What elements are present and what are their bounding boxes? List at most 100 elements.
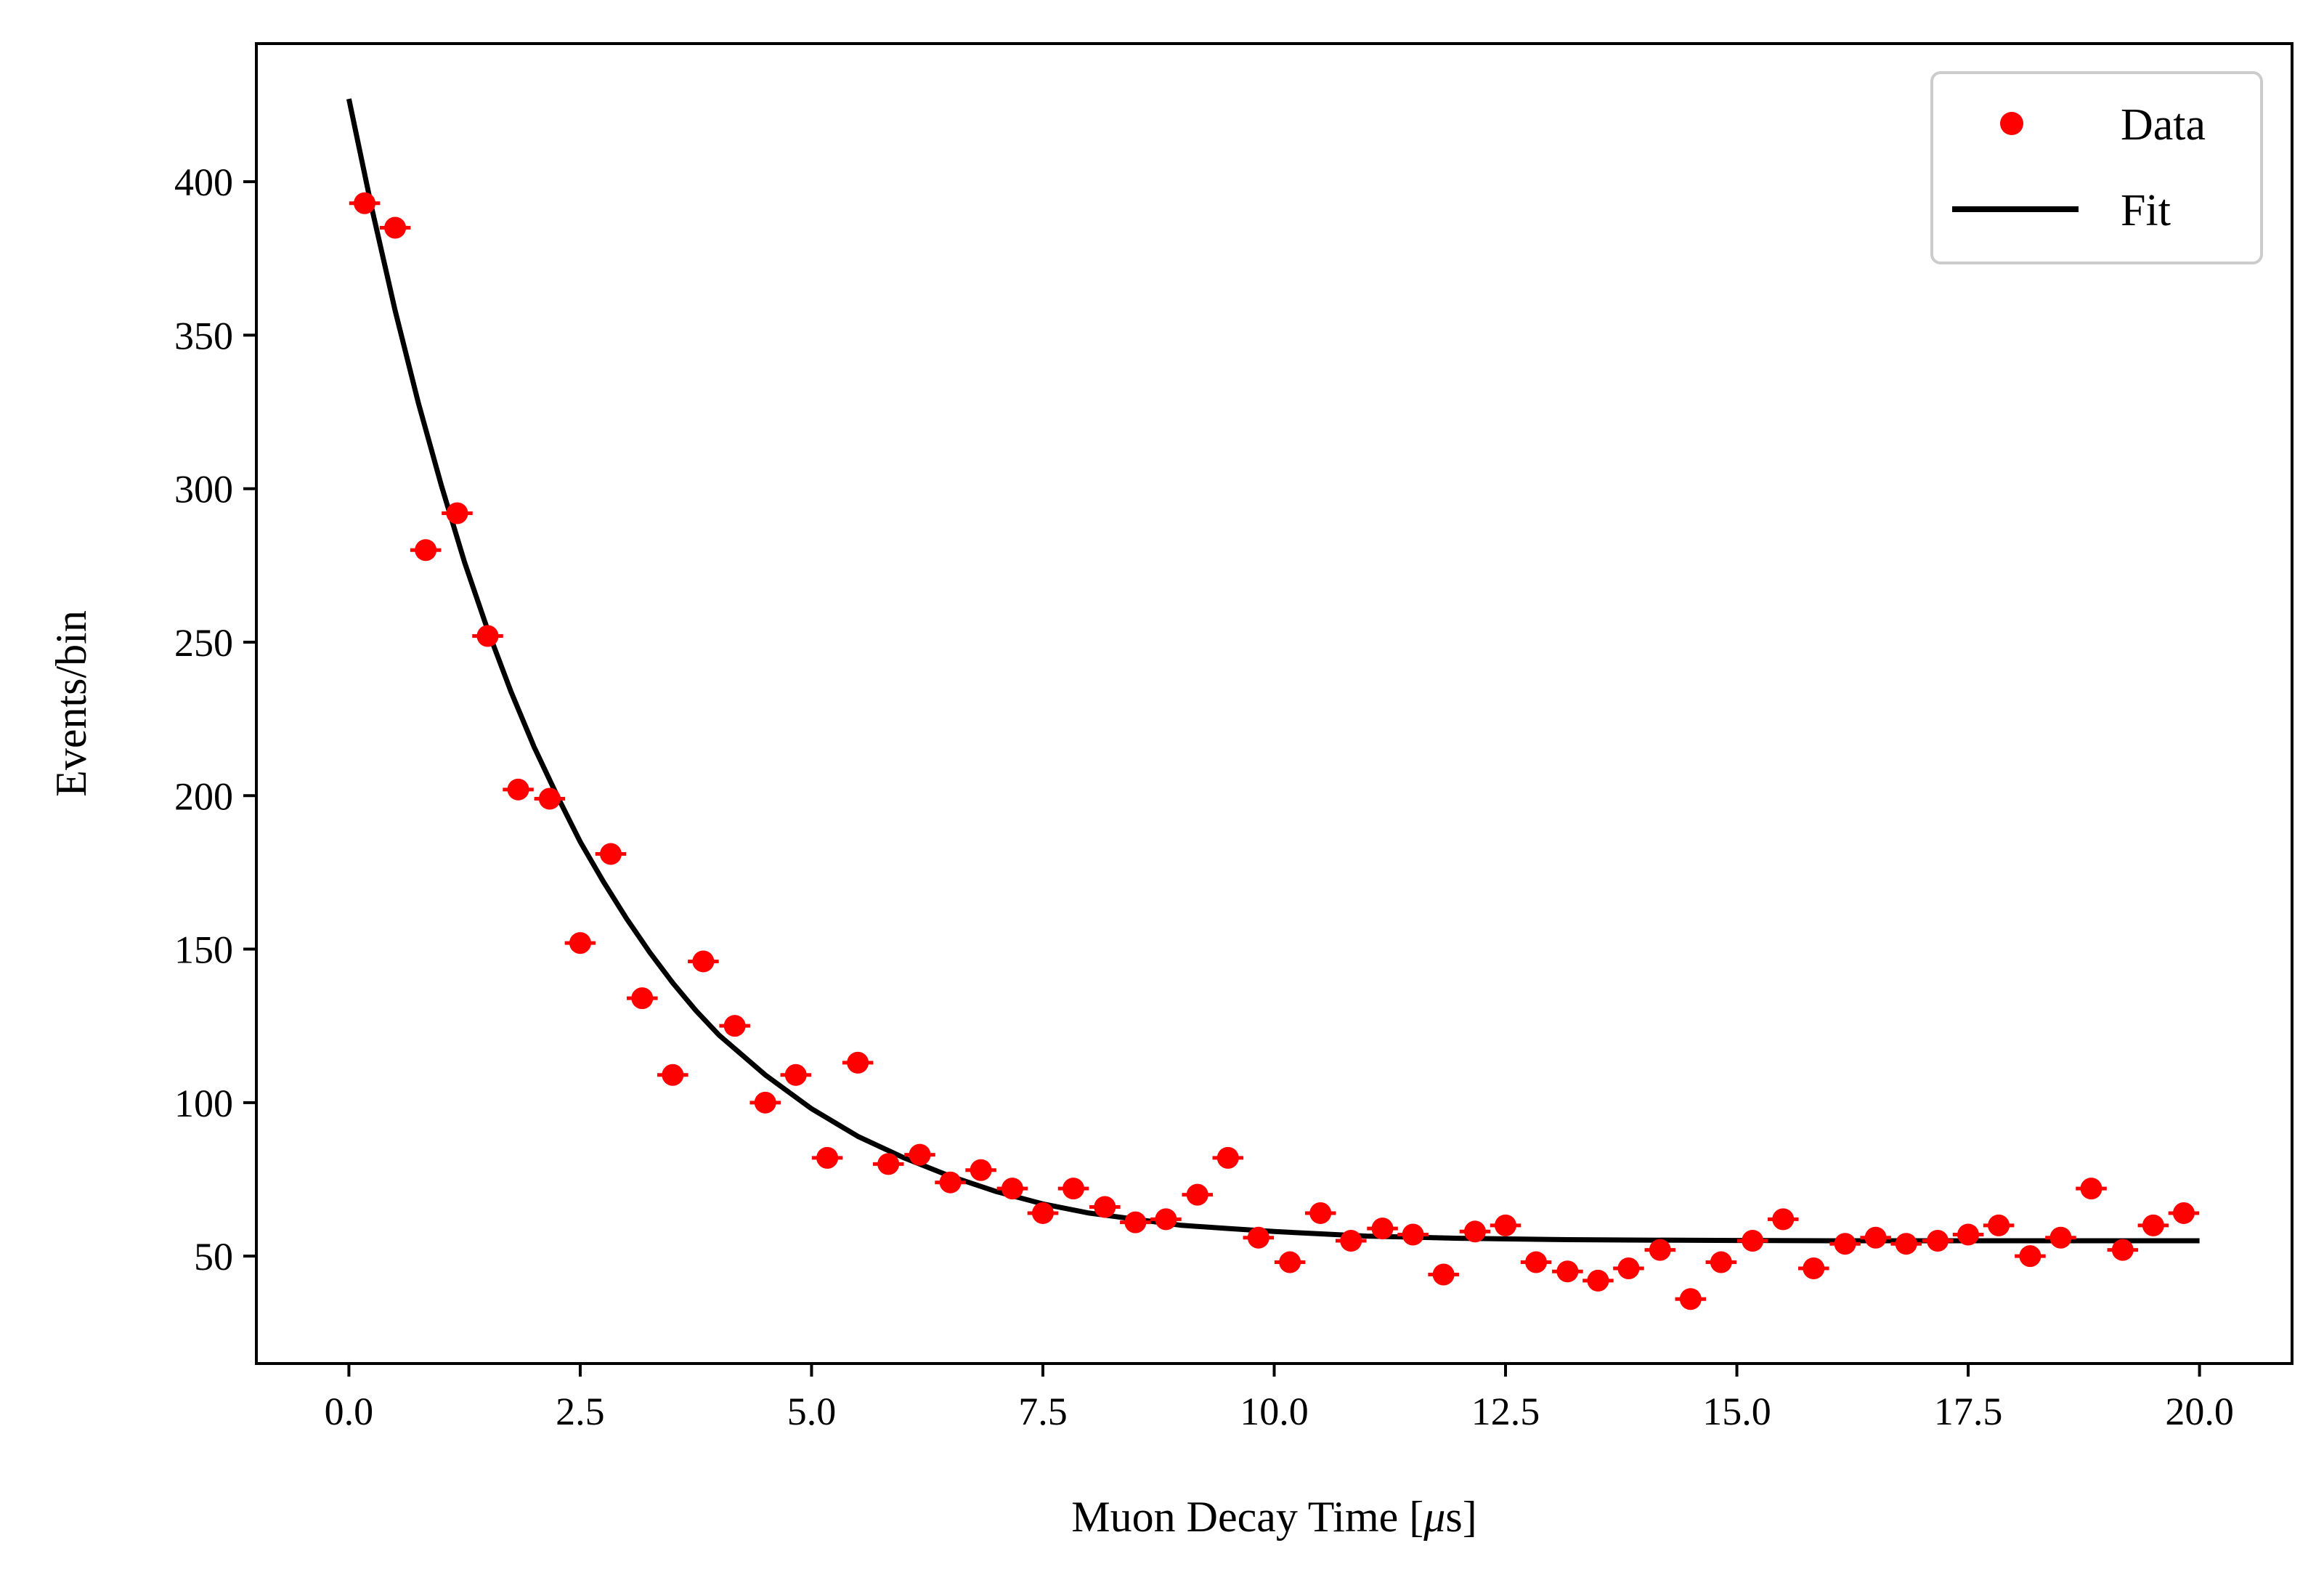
data-point-marker: [1649, 1239, 1671, 1261]
y-tick-label: 300: [174, 468, 233, 511]
data-point: [1922, 1229, 1954, 1252]
data-point-marker: [631, 987, 654, 1010]
data-point: [410, 539, 442, 562]
data-point: [534, 787, 566, 810]
data-point: [2045, 1226, 2076, 1249]
data-point: [472, 625, 503, 647]
data-point-marker: [1927, 1229, 1949, 1252]
data-point-marker: [1247, 1226, 1269, 1249]
data-point: [1644, 1239, 1676, 1261]
data-point-marker: [1772, 1208, 1795, 1231]
legend-box: [1930, 71, 2263, 264]
data-point: [1274, 1251, 1306, 1273]
data-point: [657, 1064, 688, 1086]
data-point-marker: [354, 192, 376, 214]
data-point: [1027, 1202, 1059, 1224]
data-point: [564, 932, 596, 955]
data-point: [1705, 1251, 1737, 1273]
data-point-marker: [2080, 1178, 2102, 1200]
data-point: [1767, 1208, 1799, 1231]
data-point: [1243, 1226, 1275, 1249]
y-tick-label: 150: [174, 928, 233, 972]
data-point-marker: [970, 1159, 992, 1181]
data-point-marker: [1803, 1257, 1825, 1280]
data-point: [1952, 1223, 1984, 1246]
data-point-marker: [384, 216, 407, 239]
data-point: [872, 1153, 904, 1175]
x-tick-label: 15.0: [1702, 1390, 1771, 1433]
data-point-marker: [1988, 1214, 2010, 1236]
data-point: [935, 1171, 966, 1194]
data-point-marker: [2172, 1202, 2195, 1224]
data-point-marker: [877, 1153, 900, 1175]
data-point: [904, 1143, 935, 1166]
data-point: [1150, 1208, 1182, 1231]
data-point-marker: [754, 1091, 776, 1114]
data-point: [1736, 1229, 1768, 1252]
data-point-marker: [692, 950, 715, 973]
y-tick-label: 100: [174, 1082, 233, 1125]
data-point-marker: [1063, 1178, 1085, 1200]
data-point-marker: [662, 1064, 684, 1086]
y-tick-label: 350: [174, 314, 233, 357]
data-point-marker: [538, 787, 561, 810]
plot-content: [346, 98, 2200, 1310]
data-point-marker: [1957, 1223, 1980, 1246]
data-point-marker: [1495, 1214, 1517, 1236]
data-point-marker: [1587, 1269, 1609, 1292]
x-axis-ticks: 0.0 2.5 5.0 7.5 10.0 12.5 15.0 17.5 20.0: [325, 1364, 2234, 1433]
data-point: [1459, 1220, 1491, 1243]
data-point-marker: [2111, 1239, 2134, 1261]
data-point-marker: [1371, 1218, 1394, 1240]
x-tick-label: 5.0: [787, 1390, 837, 1433]
data-point-marker: [1679, 1288, 1702, 1310]
x-tick-label: 2.5: [556, 1390, 605, 1433]
data-point: [1089, 1196, 1121, 1218]
data-point: [1613, 1257, 1644, 1280]
plot-frame: [255, 42, 2293, 1365]
legend: Data Fit: [1930, 71, 2263, 264]
data-point-marker: [1463, 1220, 1486, 1243]
x-tick-label: 7.5: [1018, 1390, 1068, 1433]
data-point-marker: [1710, 1251, 1732, 1273]
data-point-marker: [476, 625, 499, 647]
data-point: [1490, 1214, 1521, 1236]
data-point: [1520, 1251, 1552, 1273]
data-point-marker: [1402, 1223, 1424, 1246]
data-point: [996, 1178, 1028, 1200]
data-point-marker: [909, 1143, 931, 1166]
data-point-marker: [784, 1064, 807, 1086]
x-tick-label: 12.5: [1471, 1390, 1540, 1433]
data-point: [1829, 1233, 1861, 1255]
data-point-marker: [2142, 1214, 2164, 1236]
data-point: [1182, 1183, 1214, 1206]
data-point-marker: [1525, 1251, 1548, 1273]
data-point: [1890, 1233, 1922, 1255]
y-tick-label: 200: [174, 774, 233, 818]
data-point: [2137, 1214, 2169, 1236]
data-point-marker: [1309, 1202, 1332, 1224]
x-tick-label: 20.0: [2165, 1390, 2234, 1433]
data-point-marker: [939, 1171, 962, 1194]
data-point-marker: [1186, 1183, 1208, 1206]
data-point-marker: [1155, 1208, 1177, 1231]
y-axis-label: Events/bin: [47, 610, 95, 797]
x-tick-label: 17.5: [1934, 1390, 2003, 1433]
data-point: [2168, 1202, 2200, 1224]
data-point-marker: [2049, 1226, 2072, 1249]
data-point: [595, 843, 627, 865]
data-point: [349, 192, 381, 214]
data-point: [1367, 1218, 1398, 1240]
data-point: [1860, 1226, 1891, 1249]
x-tick-label: 10.0: [1240, 1390, 1309, 1433]
data-point: [627, 987, 658, 1010]
data-point-marker: [1094, 1196, 1116, 1218]
data-point-marker: [1432, 1263, 1455, 1286]
data-point: [2107, 1239, 2139, 1261]
data-point-marker: [1031, 1202, 1054, 1224]
y-axis-ticks: 50 100 150 200 250 300 350 400: [174, 161, 256, 1279]
data-point-marker: [1340, 1229, 1362, 1252]
data-point: [503, 778, 534, 801]
data-point-marker: [1864, 1226, 1887, 1249]
